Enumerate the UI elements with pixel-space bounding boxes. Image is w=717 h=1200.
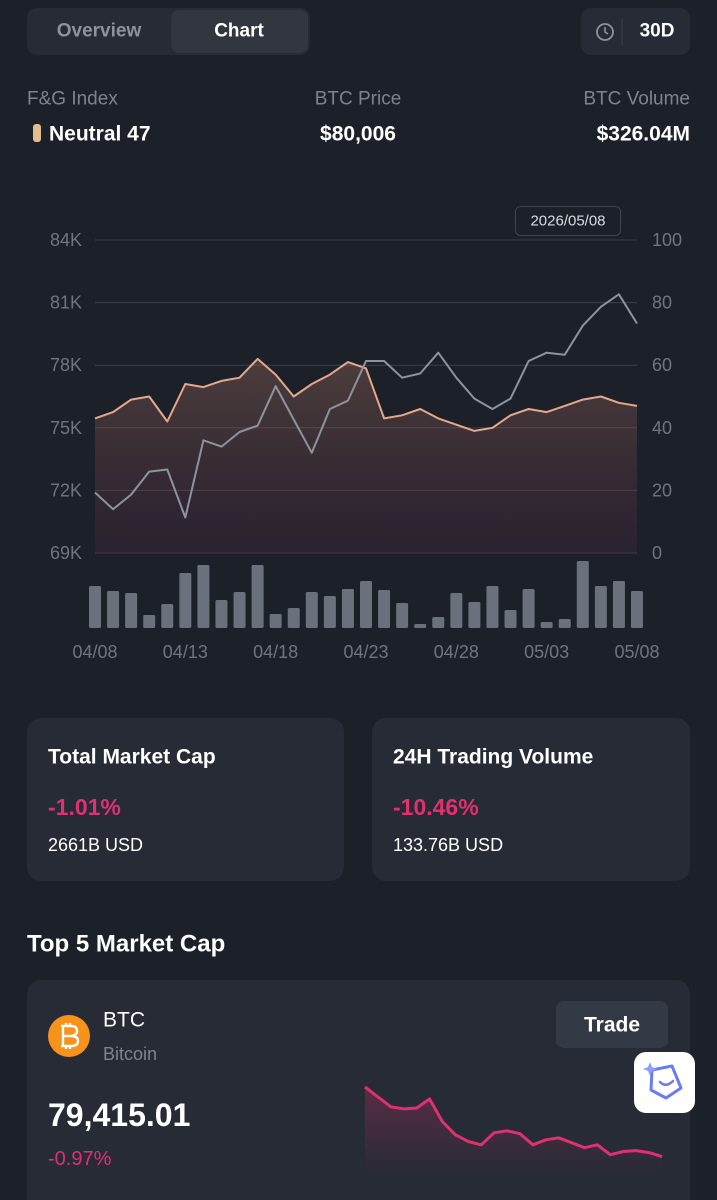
volume-bar xyxy=(233,592,246,628)
y-tick-label: 75K xyxy=(50,418,82,438)
tooltip-date: 2026/05/08 xyxy=(530,213,605,230)
volume-bar xyxy=(631,591,643,628)
volume-bar xyxy=(540,622,553,628)
stat-value: $80,006 xyxy=(320,123,396,146)
volume-bar xyxy=(161,604,174,628)
tooltip-box xyxy=(515,206,621,236)
y-tick-label: 81K xyxy=(50,293,82,313)
y-tick-label: 72K xyxy=(50,480,82,500)
sparkline xyxy=(364,1085,663,1175)
tab[interactable]: Overview xyxy=(57,21,142,42)
y-tick-label: 69K xyxy=(50,543,82,563)
x-tick-label: 04/23 xyxy=(343,642,388,662)
stat-label: BTC Price xyxy=(315,89,402,110)
volume-bar xyxy=(287,608,300,628)
stat-value: Neutral 47 xyxy=(49,123,151,146)
clock-icon xyxy=(596,23,614,41)
series-line xyxy=(94,293,638,519)
x-tick-label: 05/08 xyxy=(614,642,659,662)
volume-bar xyxy=(215,600,228,628)
y2-tick-label: 0 xyxy=(652,543,662,563)
volume-bar xyxy=(360,581,372,628)
y2-tick-label: 60 xyxy=(652,355,672,375)
series-line xyxy=(94,357,638,432)
card-change: -10.46% xyxy=(393,794,479,820)
volume-bar xyxy=(89,586,101,628)
x-tick-label: 04/18 xyxy=(253,642,298,662)
card-title: 24H Trading Volume xyxy=(393,746,593,769)
volume-bar xyxy=(396,603,409,628)
volume-bar xyxy=(341,589,354,628)
tab[interactable]: Chart xyxy=(214,21,264,42)
volume-bar xyxy=(594,586,607,628)
period[interactable]: 30D xyxy=(640,21,675,42)
volume-bar xyxy=(450,593,463,628)
x-tick-label: 05/03 xyxy=(524,642,569,662)
trade-label[interactable]: Trade xyxy=(584,1014,640,1037)
card-change: -1.01% xyxy=(48,794,121,820)
stat-label: F&G Index xyxy=(27,89,118,110)
x-tick-label: 04/13 xyxy=(163,642,208,662)
coin-change: -0.97% xyxy=(48,1148,112,1170)
stat-value: $326.04M xyxy=(597,123,690,146)
x-tick-label: 04/28 xyxy=(434,642,479,662)
volume-bar xyxy=(323,596,336,628)
card-value: 2661B USD xyxy=(48,835,143,855)
assistant-sparkle xyxy=(643,1062,657,1076)
volume-bar xyxy=(251,565,264,628)
series-area xyxy=(95,358,637,553)
volume-bar xyxy=(197,565,210,628)
clock-hand xyxy=(604,27,609,35)
y-tick-label: 78K xyxy=(50,355,82,375)
volume-bar xyxy=(576,561,589,628)
volume-bar xyxy=(414,624,427,628)
fng-indicator xyxy=(33,124,41,142)
card-title: Total Market Cap xyxy=(48,746,216,769)
assistant-icon xyxy=(649,1064,683,1100)
volume-bar xyxy=(486,586,499,628)
volume-bar xyxy=(522,589,535,628)
volume-bar xyxy=(107,591,120,628)
sparkline-line xyxy=(364,1085,663,1159)
trade-button[interactable] xyxy=(556,1001,668,1048)
active-tab[interactable] xyxy=(171,10,308,53)
card xyxy=(27,718,344,881)
coin-name: Bitcoin xyxy=(103,1044,157,1064)
y2-tick-label: 40 xyxy=(652,418,672,438)
volume-bar xyxy=(378,590,391,628)
stat-label: BTC Volume xyxy=(583,89,690,110)
volume-bar xyxy=(179,573,192,628)
y2-tick-label: 100 xyxy=(652,230,682,250)
coin-symbol: BTC xyxy=(103,1009,145,1032)
volume-bar xyxy=(558,619,571,628)
card-value: 133.76B USD xyxy=(393,835,503,855)
volume-bar xyxy=(143,615,156,628)
coin-glyph xyxy=(61,1023,80,1049)
coin-price: 79,415.01 xyxy=(48,1097,190,1133)
y2-tick-label: 20 xyxy=(652,480,672,500)
section-title: Top 5 Market Cap xyxy=(27,931,225,958)
x-tick-label: 04/08 xyxy=(72,642,117,662)
sparkline-area xyxy=(365,1087,662,1175)
period-selector[interactable] xyxy=(581,8,690,55)
volume-bar xyxy=(504,610,517,628)
volume-bar xyxy=(612,581,625,628)
volume-bar xyxy=(125,593,138,628)
y-tick-label: 84K xyxy=(50,230,82,250)
assistant-button[interactable] xyxy=(634,1052,695,1113)
volume-bar xyxy=(432,617,445,628)
volume-bar xyxy=(468,602,481,628)
card xyxy=(372,718,690,881)
assistant-smile xyxy=(658,1079,675,1086)
y2-tick-label: 80 xyxy=(652,293,672,313)
volume-bar xyxy=(269,614,282,628)
chart: 69K 72K 75K 78K 81K 84K 0 20 40 60 80 100 04/08 04/13… xyxy=(50,230,682,662)
volume-bar xyxy=(305,592,318,628)
